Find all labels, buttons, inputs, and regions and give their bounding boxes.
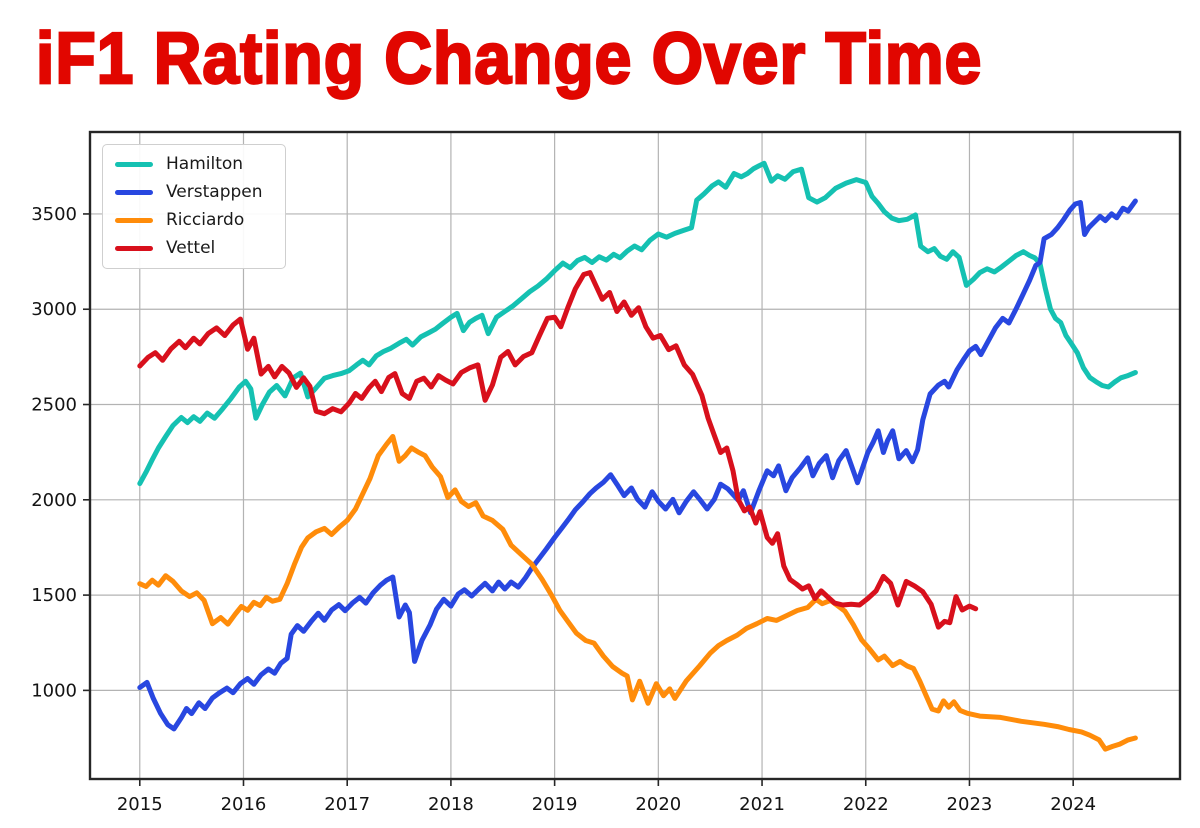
vettel-line: [137, 270, 979, 630]
legend-item-vettel: Vettel: [115, 238, 273, 259]
x-tick-label: 2018: [428, 794, 474, 815]
legend-item-verstappen: Verstappen: [115, 182, 273, 203]
y-tick-label: 3000: [31, 299, 77, 320]
x-tick-label: 2016: [221, 794, 267, 815]
verstappen-line: [137, 198, 1138, 732]
ricciardo-line: [137, 434, 1138, 752]
y-tick-labels: 1000 1500 2000 2500 3000 3500: [31, 204, 77, 701]
x-tick-label: 2024: [1050, 794, 1096, 815]
x-tick-label: 2022: [843, 794, 889, 815]
legend-label-vettel: Vettel: [166, 238, 216, 258]
legend-label-hamilton: Hamilton: [166, 154, 244, 174]
y-tick-label: 1500: [31, 585, 77, 606]
ricciardo-swatch-icon: [115, 218, 153, 223]
legend-label-ricciardo: Ricciardo: [166, 210, 245, 230]
x-tick-label: 2017: [324, 794, 370, 815]
y-tick-label: 2500: [31, 395, 77, 416]
x-tick-label: 2019: [532, 794, 578, 815]
legend-label-verstappen: Verstappen: [166, 182, 263, 202]
chart-title: iF1 Rating Change Over Time: [35, 16, 983, 100]
x-tick-label: 2020: [635, 794, 681, 815]
x-tick-label: 2015: [117, 794, 163, 815]
x-tick-labels: 2015 2016 2017 2018 2019 2020 2021 2022 2023 2024: [117, 794, 1096, 815]
plot-frame: [88, 130, 1182, 781]
verstappen-swatch-icon: [115, 190, 153, 195]
legend: Hamilton Verstappen Ricciardo Vettel: [102, 144, 286, 269]
legend-item-ricciardo: Ricciardo: [115, 210, 273, 231]
y-tick-label: 2000: [31, 490, 77, 511]
y-tick-label: 3500: [31, 204, 77, 225]
y-tick-label: 1000: [31, 680, 77, 701]
hamilton-line: [137, 160, 1138, 487]
vettel-swatch-icon: [115, 246, 153, 251]
legend-item-hamilton: Hamilton: [115, 154, 273, 175]
x-tick-label: 2023: [947, 794, 993, 815]
hamilton-swatch-icon: [115, 162, 153, 167]
series-lines: [137, 160, 1138, 752]
x-tick-label: 2021: [739, 794, 785, 815]
